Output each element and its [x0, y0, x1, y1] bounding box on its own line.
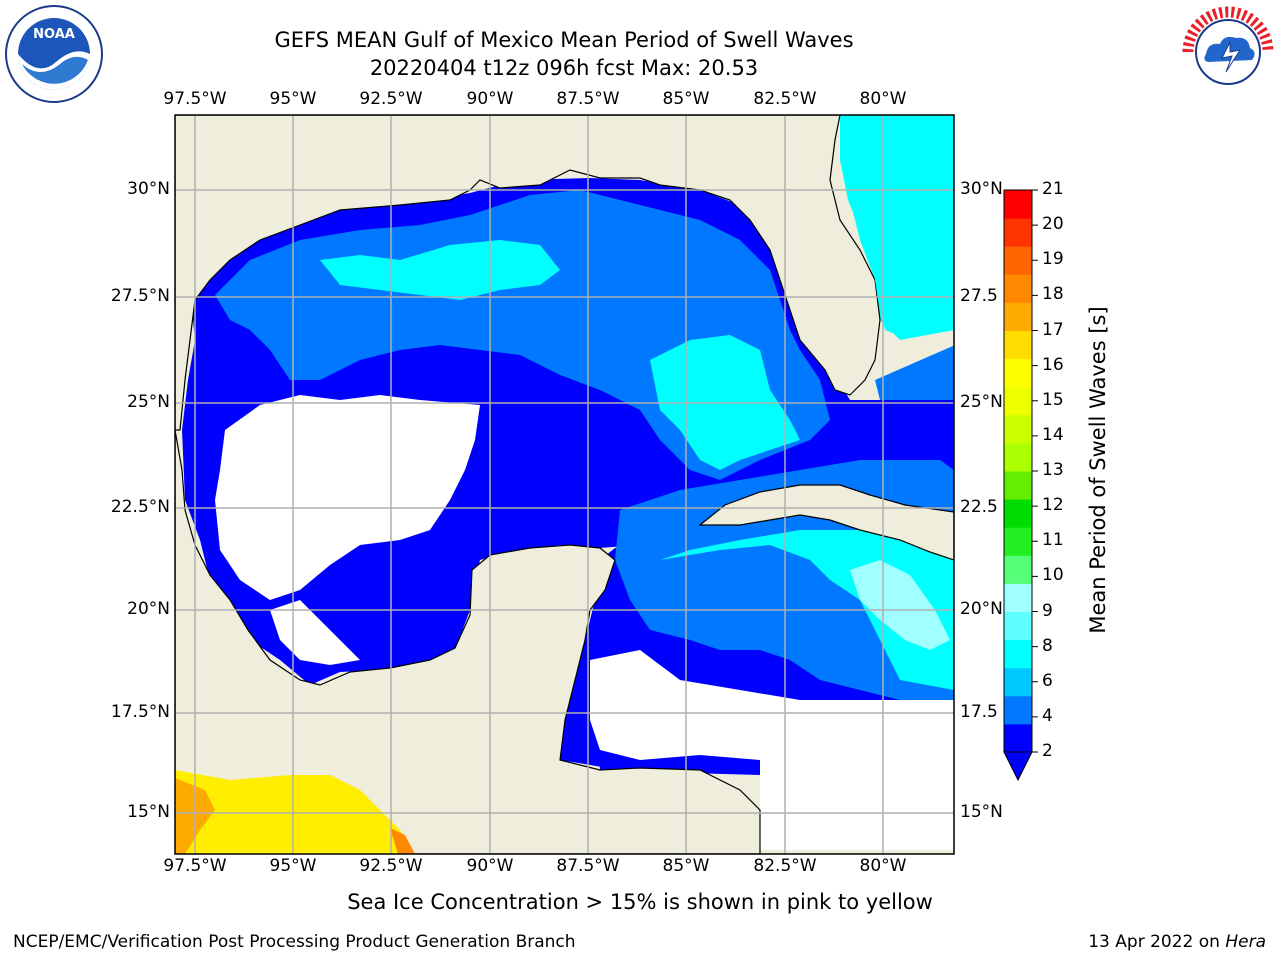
- colorbar-segment: [1004, 639, 1032, 669]
- colorbar-title: Mean Period of Swell Waves [s]: [1086, 306, 1110, 634]
- colorbar-tick-label: 20: [1042, 214, 1064, 235]
- colorbar-tick-label: 8: [1042, 635, 1053, 656]
- colorbar-tick-label: 4: [1042, 705, 1053, 726]
- colorbar-tick-label: 10: [1042, 565, 1064, 586]
- lat-label: 15°N: [127, 802, 170, 822]
- lat-label: 30°N: [960, 179, 1003, 199]
- lon-label: 92.5°W: [359, 856, 423, 876]
- colorbar-tick-label: 2: [1042, 741, 1053, 761]
- colorbar-tick-label: 11: [1042, 530, 1064, 551]
- ice-region: [175, 770, 415, 854]
- lon-label: 90°W: [466, 856, 514, 876]
- colorbar-segment: [1004, 723, 1032, 753]
- lat-label: 27.5°N: [110, 286, 170, 306]
- contour-6-8: [850, 560, 950, 650]
- contour-2-4-florida: [875, 345, 954, 400]
- colorbar-tick-label: 19: [1042, 249, 1064, 270]
- colorbar-segment: [1004, 442, 1032, 472]
- nodata-region: [215, 395, 480, 600]
- lon-label: 80°W: [859, 89, 907, 109]
- us-coast-land: [175, 115, 881, 431]
- lat-label: 17.5°N: [110, 702, 170, 722]
- nodata-region-3: [590, 650, 954, 850]
- colorbar-segment: [1004, 190, 1032, 219]
- lat-label: 22.5°N: [110, 497, 170, 517]
- ice-region-edge-2: [390, 828, 415, 854]
- lat-label: 22.5: [960, 497, 998, 517]
- colorbar-tick-label: 12: [1042, 495, 1064, 516]
- colorbar-segment: [1004, 583, 1032, 612]
- colorbar-tick-label: 17: [1042, 319, 1064, 340]
- footer-credit: NCEP/EMC/Verification Post Processing Pr…: [13, 932, 576, 952]
- lon-label: 90°W: [466, 89, 514, 109]
- lon-label: 95°W: [269, 89, 317, 109]
- lat-label: 15°N: [960, 802, 1003, 822]
- mexico-land: [175, 429, 761, 854]
- colorbar-segment: [1004, 471, 1032, 500]
- noaa-logo-text: NOAA: [33, 27, 75, 42]
- lon-label: 97.5°W: [163, 856, 227, 876]
- colorbar-segment: [1004, 358, 1032, 388]
- colorbar-segment: [1004, 246, 1032, 275]
- colorbar-segment: [1004, 414, 1032, 444]
- lat-label: 25°N: [960, 392, 1003, 412]
- colorbar-segment: [1004, 386, 1032, 416]
- map-frame: [174, 114, 955, 855]
- colorbar-segment: [1004, 274, 1032, 303]
- colorbar-segment: [1004, 555, 1032, 584]
- lon-label: 87.5°W: [556, 856, 620, 876]
- gridlines: [175, 115, 954, 854]
- colorbar: [1003, 189, 1038, 782]
- colorbar-segment: [1004, 611, 1032, 641]
- colorbar-tick-label: 18: [1042, 284, 1064, 305]
- map-subtitle: 20220404 t12z 096h fcst Max: 20.53: [369, 56, 759, 80]
- colorbar-tick-label: 21: [1042, 179, 1064, 199]
- colorbar-segment: [1004, 667, 1032, 697]
- lon-label: 92.5°W: [359, 89, 423, 109]
- colorbar-tick-label: 9: [1042, 600, 1053, 621]
- colorbar-tick-label: 14: [1042, 424, 1064, 445]
- colorbar-segment: [1004, 302, 1032, 331]
- map-title: GEFS MEAN Gulf of Mexico Mean Period of …: [274, 28, 854, 52]
- footer-machine: Hera: [1225, 932, 1266, 952]
- cuba-land: [698, 484, 954, 561]
- contour-4-6: [320, 240, 560, 300]
- footer-date-text: 13 Apr 2022 on: [1088, 932, 1226, 952]
- lat-label: 30°N: [127, 179, 170, 199]
- colorbar-segment: [1004, 218, 1032, 247]
- noaa-logo: NOAA: [4, 4, 104, 104]
- colorbar-tick-label: 15: [1042, 389, 1064, 410]
- lon-label: 87.5°W: [556, 89, 620, 109]
- lat-label: 25°N: [127, 392, 170, 412]
- lat-label: 20°N: [127, 599, 170, 619]
- lon-label: 85°W: [662, 856, 710, 876]
- colorbar-tick-label: 6: [1042, 670, 1053, 691]
- land-overlay: [175, 115, 954, 854]
- nws-logo: [1178, 2, 1278, 102]
- colorbar-tick-label: 16: [1042, 354, 1064, 375]
- colorbar-segment: [1004, 499, 1032, 528]
- colorbar-segment: [1004, 695, 1032, 725]
- lon-label: 80°W: [859, 856, 907, 876]
- colorbar-extend-arrow: [1003, 751, 1033, 782]
- atlantic-strip: [840, 115, 954, 338]
- lat-label: 20°N: [960, 599, 1003, 619]
- lat-label: 27.5: [960, 286, 998, 306]
- caption: Sea Ice Concentration > 15% is shown in …: [347, 890, 933, 914]
- lon-label: 85°W: [662, 89, 710, 109]
- lat-label: 17.5: [960, 702, 998, 722]
- lon-label: 97.5°W: [163, 89, 227, 109]
- colorbar-segment: [1004, 527, 1032, 556]
- lon-label: 82.5°W: [753, 89, 817, 109]
- footer-date: 13 Apr 2022 on Hera: [1088, 932, 1266, 952]
- lon-label: 95°W: [269, 856, 317, 876]
- lon-label: 82.5°W: [753, 856, 817, 876]
- colorbar-segment: [1004, 330, 1032, 360]
- colorbar-tick-label: 13: [1042, 460, 1064, 480]
